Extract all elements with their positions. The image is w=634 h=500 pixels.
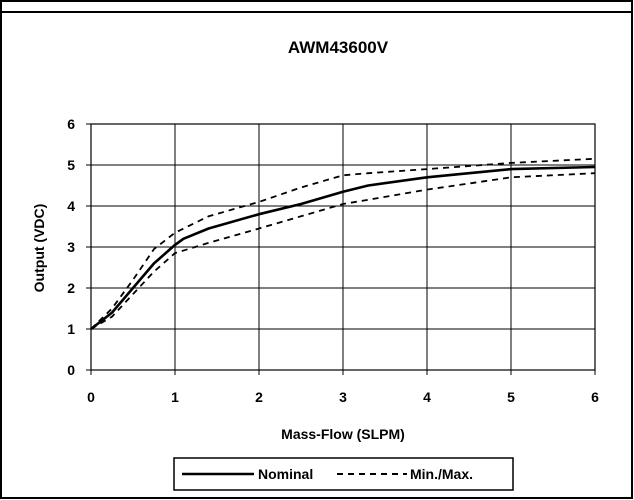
x-axis-ticks: 0 1 2 3 4 5 6 — [87, 370, 599, 405]
series-max-line — [90, 157, 596, 330]
y-tick-label: 0 — [67, 362, 75, 378]
y-axis-ticks: 0 1 2 3 4 5 6 — [67, 116, 91, 378]
x-axis-label: Mass-Flow (SLPM) — [281, 426, 405, 442]
x-tick-label: 3 — [339, 389, 347, 405]
series-nominal-line — [90, 165, 596, 331]
legend-minmax-label: Min./Max. — [410, 466, 473, 482]
y-tick-label: 6 — [67, 116, 75, 132]
x-tick-label: 0 — [87, 389, 95, 405]
y-tick-label: 5 — [67, 157, 75, 173]
y-tick-label: 3 — [67, 239, 75, 255]
x-tick-label: 5 — [507, 389, 515, 405]
chart-title: AWM43600V — [288, 38, 389, 57]
series-layer — [90, 157, 596, 331]
x-tick-label: 2 — [255, 389, 263, 405]
y-tick-label: 4 — [67, 198, 75, 214]
x-tick-label: 4 — [423, 389, 431, 405]
grid — [91, 124, 595, 370]
x-tick-label: 6 — [591, 389, 599, 405]
legend-nominal-label: Nominal — [258, 466, 313, 482]
x-tick-label: 1 — [171, 389, 179, 405]
y-tick-label: 1 — [67, 321, 75, 337]
series-min-line — [90, 172, 596, 330]
legend: Nominal Min./Max. — [173, 457, 514, 491]
y-axis-label: Output (VDC) — [31, 204, 47, 293]
y-tick-label: 2 — [67, 280, 75, 296]
